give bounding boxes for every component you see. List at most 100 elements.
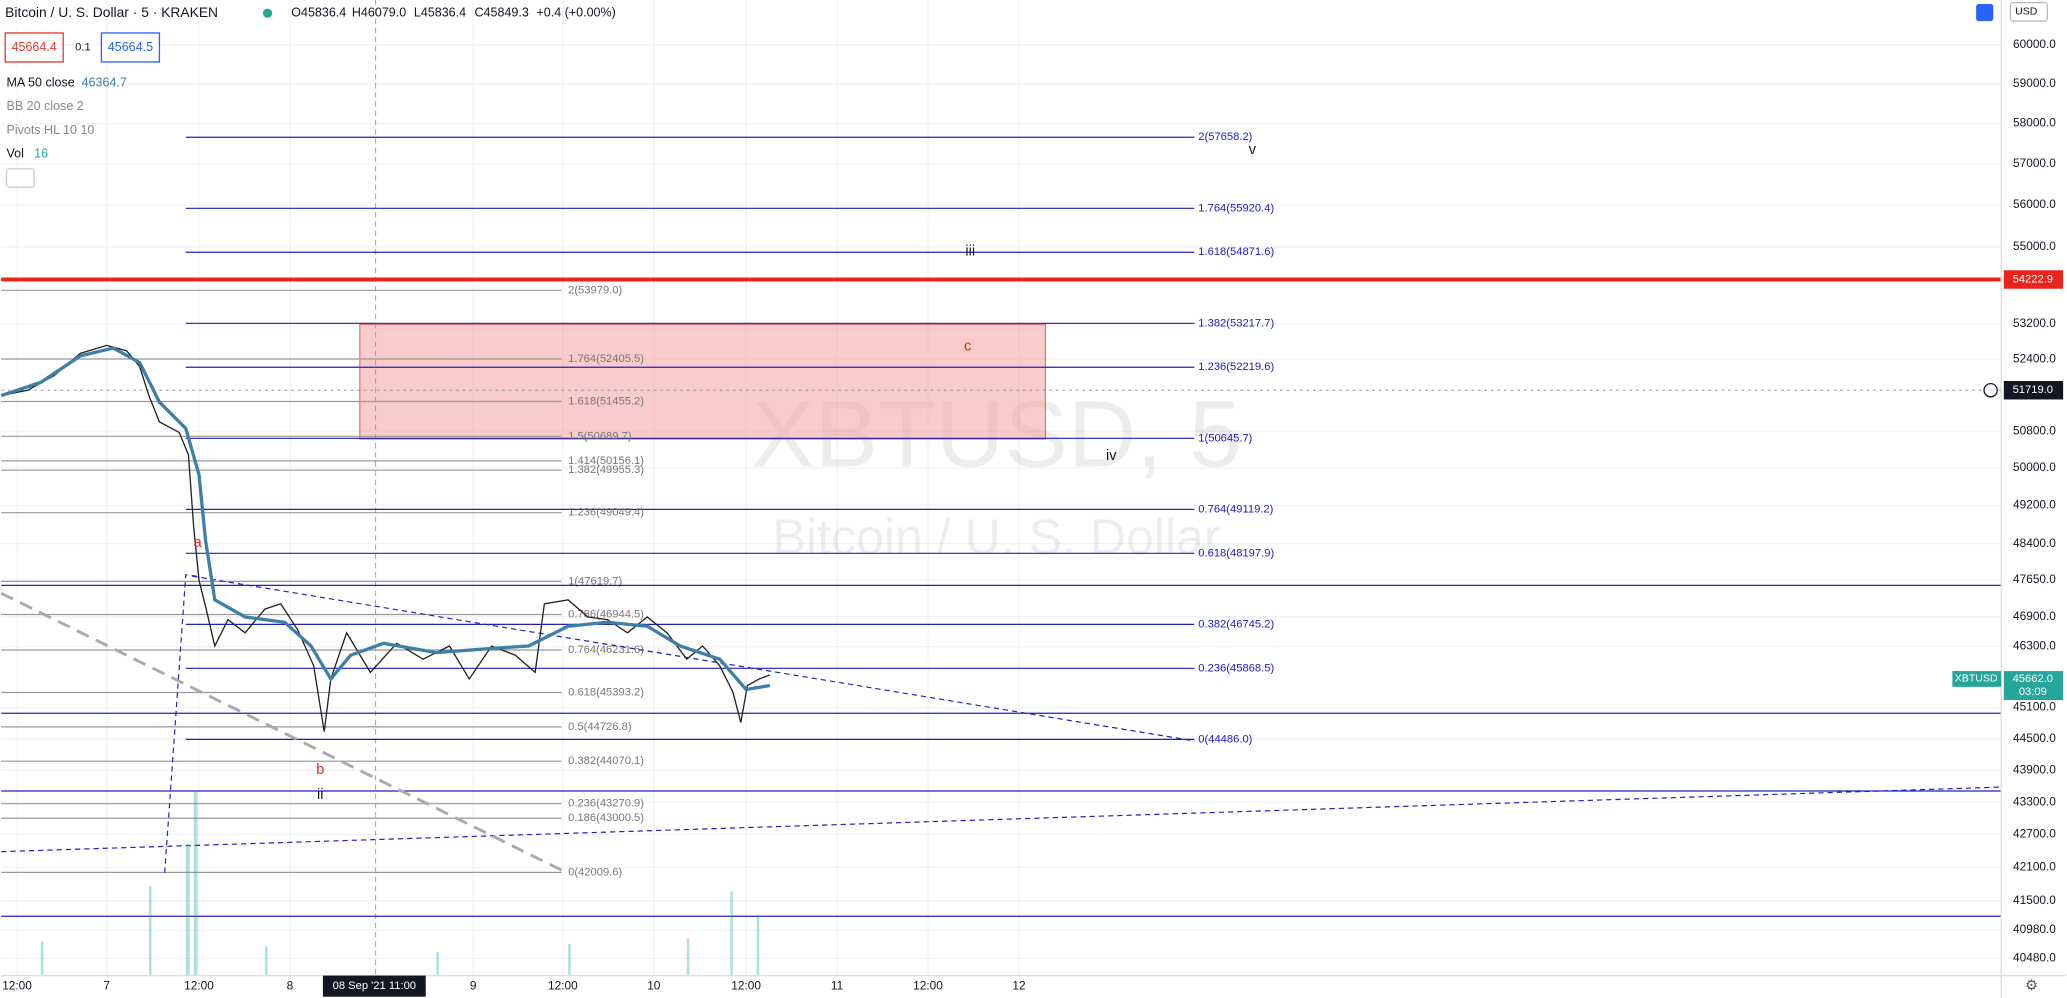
fib-label: 0.764(49119.2)	[1198, 503, 1273, 515]
price-tick-label: 59000.0	[2013, 76, 2056, 90]
fib-label: 1(50645.7)	[1198, 432, 1252, 444]
price-tick-label: 43300.0	[2013, 794, 2056, 808]
status-dot	[262, 8, 273, 18]
fib-label: 0.382(46745.2)	[1198, 618, 1274, 630]
fib-label: 0(42009.6)	[568, 866, 622, 878]
price-tick-label: 43900.0	[2013, 762, 2056, 776]
symbol-tag	[1952, 671, 2002, 687]
price-tick-label: 60000.0	[2013, 37, 2056, 51]
fib-label: 1.382(53217.7)	[1198, 317, 1274, 329]
fib-label: 2(57658.2)	[1198, 131, 1252, 143]
price-tick-label: 50000.0	[2013, 460, 2056, 474]
price-tick-label: 53200.0	[2013, 316, 2056, 330]
high: H46079.0	[352, 5, 406, 19]
grid	[1, 0, 2002, 976]
time-tick-label: 10	[647, 978, 661, 992]
close: C45849.3	[475, 5, 529, 19]
target-zone	[359, 323, 1046, 440]
price-tick-label: 40480.0	[2013, 951, 2056, 965]
symbol-title: Bitcoin / U. S. Dollar · 5 · KRAKEN	[5, 4, 218, 20]
currency-button[interactable]	[2009, 1, 2048, 22]
countdown: 03:09	[2019, 686, 2047, 698]
fib-label: 0.186(43000.5)	[568, 812, 644, 824]
wave-connector	[164, 574, 197, 873]
low: L45836.4	[414, 5, 466, 19]
indicator-name: MA 50 close	[6, 75, 74, 89]
fib-label: 1.382(49955.3)	[568, 464, 644, 476]
fib-label: 0.236(45868.5)	[1198, 662, 1274, 674]
price-tick-label: 52400.0	[2013, 351, 2056, 365]
price-tick-label: 40980.0	[2013, 922, 2056, 936]
indicator-name: Vol	[6, 147, 23, 161]
time-tick-label: 12:00	[2, 978, 32, 992]
indicator-value: 16	[34, 147, 48, 161]
price-axis: 60000.0 59000.0 58000.0 57000.0 56000.0 55000…	[2013, 37, 2056, 965]
price-tick-label: 41500.0	[2013, 893, 2056, 907]
time-axis: 12:00 7 12:00 8 9 12:00 10 12:00 11 12:00 12	[2, 978, 1025, 992]
fib-label: 1(47619.7)	[568, 575, 622, 587]
fib-label: 1.5(50689.7)	[568, 430, 632, 442]
settings-button[interactable]	[1976, 3, 1994, 22]
volume	[40, 791, 760, 976]
spread: 0.1	[75, 41, 91, 53]
add-alert-button[interactable]	[1983, 382, 1998, 398]
time-tick-label: 12:00	[913, 978, 943, 992]
sell-button[interactable]	[4, 32, 64, 63]
indicator-value: 46364.7	[82, 75, 127, 89]
fib-label: 0.618(45393.2)	[568, 686, 644, 698]
wave-label: iv	[1106, 448, 1117, 464]
trend-line	[1, 786, 2002, 853]
fib-label: 0.5(44726.8)	[568, 721, 632, 733]
fib-label: 1.236(49049.4)	[568, 507, 644, 519]
price-tick-label: 47650.0	[2013, 572, 2056, 586]
ask[interactable]: 45664.5	[108, 40, 153, 54]
fib-label: 0.786(46944.5)	[568, 608, 644, 620]
fib-label: 0.618(48197.9)	[1198, 547, 1274, 559]
wave-label: iii	[965, 244, 975, 260]
last-price-tag	[2003, 671, 2064, 701]
time-tick-label: 12	[1012, 978, 1025, 992]
price-tick-label: 42100.0	[2013, 860, 2056, 874]
time-tick-label: 7	[103, 978, 110, 992]
fib-label: 1.414(50156.1)	[568, 455, 644, 467]
moving-average	[0, 346, 771, 692]
fib-label: 1.764(52405.5)	[568, 353, 644, 365]
fib-label: 1.764(55920.4)	[1198, 202, 1274, 214]
trend-line	[192, 575, 1195, 742]
price-tick-label: 58000.0	[2013, 116, 2056, 130]
crosshair-time: 08 Sep '21 11:00	[333, 980, 416, 992]
wave-label: c	[964, 339, 971, 355]
price-tick-label: 56000.0	[2013, 197, 2056, 211]
buy-button[interactable]	[100, 32, 161, 63]
gear-icon[interactable]: ⚙	[2025, 978, 2038, 994]
wave-label: ii	[317, 787, 323, 803]
time-tick-label: 12:00	[731, 978, 761, 992]
currency[interactable]: USD	[2015, 6, 2038, 18]
fib-label: 1.236(52219.6)	[1198, 361, 1274, 373]
price-tick-label: 46300.0	[2013, 639, 2056, 653]
wave-label: v	[1249, 142, 1257, 158]
time-tick-label: 12:00	[184, 978, 214, 992]
price-tick-label: 49200.0	[2013, 498, 2056, 512]
time-tick-label: 12:00	[548, 978, 578, 992]
time-tick-label: 8	[287, 978, 294, 992]
alert-price: 54222.9	[2013, 273, 2053, 285]
time-tick-label: 11	[831, 978, 844, 992]
time-tick-label: 9	[470, 978, 477, 992]
crosshair-tag	[2003, 381, 2064, 400]
price-tick-label: 50800.0	[2013, 423, 2056, 437]
open: O45836.4	[291, 5, 346, 19]
wave-label: a	[194, 535, 203, 551]
fib-label: 1.618(51455.2)	[568, 395, 644, 407]
price-tick-label: 42700.0	[2013, 827, 2056, 841]
collapse-button[interactable]	[5, 168, 35, 188]
fib-label: 2(53979.0)	[568, 284, 622, 296]
price-tick-label: 57000.0	[2013, 156, 2056, 170]
price-tick-label: 44500.0	[2013, 731, 2056, 745]
bid[interactable]: 45664.4	[12, 40, 57, 54]
price-tick-label: 48400.0	[2013, 536, 2056, 550]
fib-label: 0.382(44070.1)	[568, 755, 644, 767]
wave-label: b	[316, 762, 324, 778]
